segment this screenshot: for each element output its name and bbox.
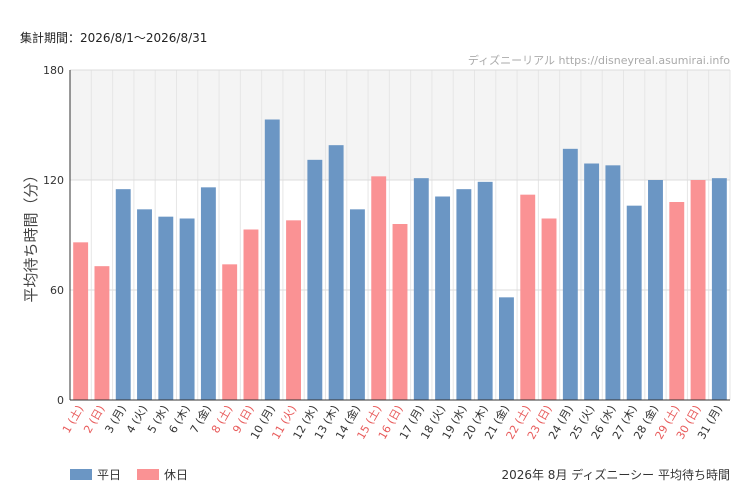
shaded-band (70, 70, 730, 180)
bar (477, 181, 493, 400)
legend-label-holiday: 休日 (164, 468, 189, 482)
bar (499, 297, 514, 400)
bar (648, 180, 663, 400)
bar (584, 163, 600, 400)
legend-item-holiday: 休日 (137, 466, 188, 483)
aggregation-period: 集計期間：2026/8/1～2026/8/31 (20, 31, 208, 45)
bar (200, 187, 216, 400)
bar (562, 148, 578, 400)
bar (349, 209, 365, 400)
bar (541, 218, 557, 400)
bar (158, 216, 174, 400)
chart-caption: 2026年 8月 ディズニーシー 平均待ち時間 (501, 468, 730, 482)
legend-label-weekday: 平日 (97, 468, 122, 482)
bar (669, 202, 685, 400)
y-tick-label: 60 (50, 284, 64, 297)
bar (690, 180, 706, 400)
bar (413, 178, 429, 400)
legend: 平日 休日 (70, 466, 188, 483)
bar (286, 220, 301, 400)
bar (137, 209, 152, 400)
bar (392, 224, 408, 400)
bar (73, 242, 89, 400)
y-tick-label: 180 (43, 64, 64, 77)
bar (328, 145, 344, 400)
legend-item-weekday: 平日 (70, 466, 121, 483)
bar (179, 218, 195, 400)
bar (371, 176, 387, 400)
bar (115, 189, 131, 400)
bar (711, 178, 727, 400)
bar (456, 189, 472, 400)
legend-swatch-holiday (137, 469, 160, 480)
bar (94, 266, 110, 400)
bar (626, 205, 642, 400)
bar (435, 196, 451, 400)
y-tick-label: 120 (43, 174, 64, 187)
site-credit: ディズニーリアル https://disneyreal.asumirai.inf… (467, 54, 730, 67)
bar (605, 165, 621, 400)
bar (243, 229, 259, 400)
bar (307, 159, 323, 400)
bar (222, 264, 238, 400)
legend-swatch-weekday (70, 469, 92, 480)
bar (520, 194, 536, 400)
y-tick-label: 0 (57, 394, 64, 407)
y-axis-label: 平均待ち時間（分） (22, 167, 40, 302)
bar (264, 119, 280, 400)
